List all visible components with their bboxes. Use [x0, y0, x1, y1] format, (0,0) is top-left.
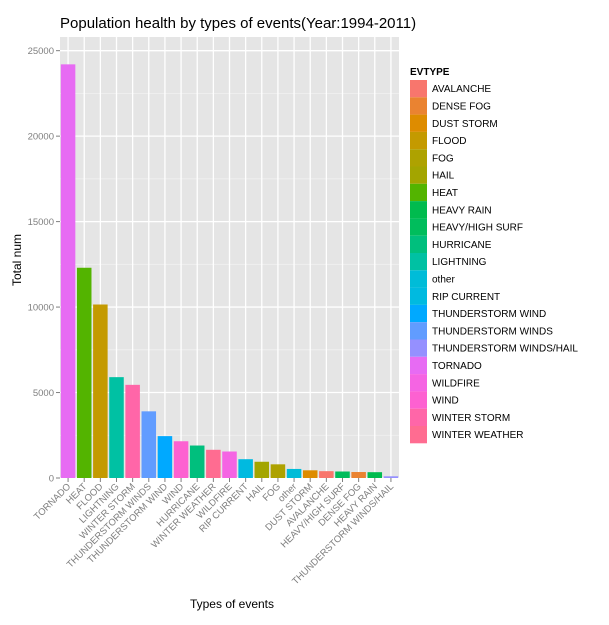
- bar-hail: [254, 461, 270, 478]
- bar-fog: [270, 464, 286, 478]
- legend-key: [410, 253, 427, 271]
- y-tick-label: 25000: [28, 46, 54, 57]
- legend-key: [410, 218, 427, 236]
- legend-label: TORNADO: [432, 361, 482, 372]
- bar-rip-current: [238, 459, 253, 478]
- legend-label: THUNDERSTORM WINDS: [432, 326, 553, 337]
- legend-label: THUNDERSTORM WIND: [432, 309, 546, 320]
- legend-key: [410, 356, 427, 375]
- bar-winter-weather: [206, 449, 221, 478]
- y-tick-label: 15000: [28, 217, 54, 228]
- legend-label: THUNDERSTORM WINDS/HAIL: [432, 344, 578, 355]
- legend-key: [410, 166, 427, 184]
- bar-thunderstorm-winds: [141, 411, 157, 478]
- bar-heat: [76, 267, 92, 478]
- legend-label: RIP CURRENT: [432, 292, 500, 303]
- legend-label: LIGHTNING: [432, 257, 487, 268]
- y-tick-label: 0: [49, 474, 54, 485]
- bar-flood: [93, 304, 108, 478]
- legend-key: [410, 235, 427, 253]
- x-axis-label: Types of events: [190, 597, 274, 611]
- legend-key: [410, 114, 427, 132]
- legend-key: [410, 131, 427, 150]
- legend-label: HURRICANE: [432, 240, 492, 251]
- bar-hurricane: [189, 445, 205, 478]
- legend-label: HEAT: [432, 188, 458, 199]
- legend-key: [410, 201, 427, 219]
- legend-key: [410, 149, 427, 167]
- bar-heavy-high-surf: [335, 471, 350, 478]
- legend-key: [410, 97, 427, 115]
- bar-dense-fog: [351, 472, 366, 478]
- legend: EVTYPE AVALANCHE DENSE FOG DUST STORM FLOOD…: [410, 67, 578, 444]
- chart-title: Population health by types of events(Yea…: [60, 15, 416, 32]
- bar-other: [286, 468, 302, 478]
- y-axis: 0 5000 10000 15000 20000 25000: [28, 46, 60, 485]
- legend-label: HEAVY RAIN: [432, 205, 492, 216]
- bars: [60, 64, 399, 478]
- bar-avalanche: [319, 471, 334, 478]
- bar-thunderstorm-winds-hail: [383, 476, 399, 478]
- legend-key: [410, 183, 427, 202]
- legend-label: WINTER WEATHER: [432, 430, 523, 441]
- legend-label: HAIL: [432, 171, 455, 182]
- legend-label: DENSE FOG: [432, 101, 491, 112]
- legend-key: [410, 339, 427, 357]
- legend-label: FOG: [432, 153, 454, 164]
- legend-key: [410, 80, 427, 98]
- legend-key: [410, 391, 427, 409]
- legend-key: [410, 408, 427, 426]
- bar-wildfire: [222, 451, 237, 478]
- y-tick-label: 10000: [28, 303, 54, 314]
- bar-thunderstorm-wind: [157, 436, 173, 478]
- legend-key: [410, 270, 427, 288]
- y-tick-label: 5000: [33, 388, 54, 399]
- legend-key: [410, 322, 427, 340]
- legend-label: WINTER STORM: [432, 413, 510, 424]
- legend-label: WIND: [432, 396, 459, 407]
- y-tick-label: 20000: [28, 132, 54, 143]
- y-axis-label: Total num: [10, 234, 24, 286]
- bar-dust-storm: [302, 470, 318, 478]
- legend-key: [410, 287, 427, 305]
- legend-label: other: [432, 274, 455, 285]
- legend-label: DUST STORM: [432, 119, 498, 130]
- legend-label: FLOOD: [432, 136, 466, 147]
- bar-heavy-rain: [367, 472, 383, 478]
- legend-title: EVTYPE: [410, 67, 450, 78]
- legend-key: [410, 304, 427, 323]
- legend-key: [410, 374, 427, 392]
- bar-tornado: [60, 64, 76, 478]
- legend-label: AVALANCHE: [432, 84, 491, 95]
- legend-key: [410, 426, 427, 444]
- legend-label: HEAVY/HIGH SURF: [432, 223, 523, 234]
- legend-label: WILDFIRE: [432, 378, 480, 389]
- bar-lightning: [109, 377, 124, 478]
- bar-wind: [173, 441, 189, 478]
- bar-winter-storm: [125, 384, 140, 478]
